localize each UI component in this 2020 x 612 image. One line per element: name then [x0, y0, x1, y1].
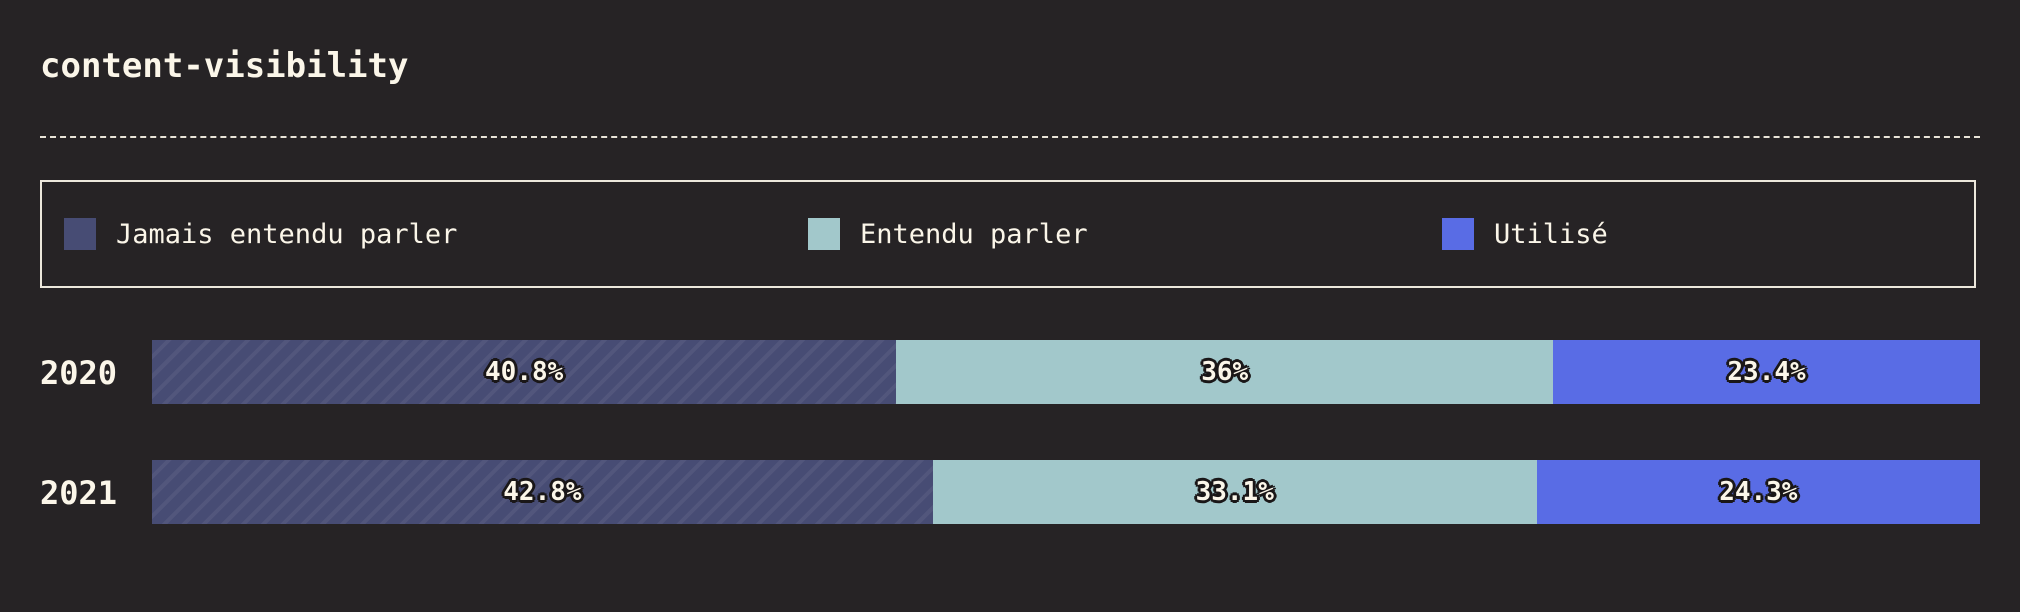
- legend-item-entendu[interactable]: Entendu parler: [808, 218, 1088, 250]
- title-divider: [40, 136, 1980, 138]
- data-label-2020-utilise: 23.4%: [1727, 357, 1806, 387]
- legend-label-utilise: Utilisé: [1494, 218, 1608, 250]
- bar-segment-2020-utilise[interactable]: 23.4%: [1553, 340, 1980, 404]
- legend-swatch-entendu: [808, 218, 840, 250]
- legend-item-utilise[interactable]: Utilisé: [1442, 218, 1608, 250]
- legend-swatch-jamais: [64, 218, 96, 250]
- data-label-2020-jamais: 40.8%: [485, 357, 564, 387]
- bar-segment-2020-entendu[interactable]: 36%: [896, 340, 1554, 404]
- bar-row-2021: 42.8% 33.1% 24.3%: [152, 460, 1980, 524]
- bar-segment-2021-utilise[interactable]: 24.3%: [1536, 460, 1980, 524]
- data-label-2020-entendu: 36%: [1201, 357, 1249, 387]
- legend-swatch-utilise: [1442, 218, 1474, 250]
- legend-label-entendu: Entendu parler: [860, 218, 1088, 250]
- data-label-2021-jamais: 42.8%: [503, 477, 582, 507]
- legend-item-jamais[interactable]: Jamais entendu parler: [64, 218, 457, 250]
- legend-label-jamais: Jamais entendu parler: [116, 218, 458, 250]
- bar-segment-2020-jamais[interactable]: 40.8%: [152, 340, 897, 404]
- bar-segment-2021-jamais[interactable]: 42.8%: [152, 460, 933, 524]
- chart-title: content-visibility: [40, 46, 409, 86]
- category-label-2021: 2021: [40, 474, 118, 512]
- bar-row-2020: 40.8% 36% 23.4%: [152, 340, 1980, 404]
- legend: Jamais entendu parler Entendu parler Uti…: [40, 180, 1976, 288]
- data-label-2021-utilise: 24.3%: [1719, 477, 1798, 507]
- bar-segment-2021-entendu[interactable]: 33.1%: [932, 460, 1537, 524]
- data-label-2021-entendu: 33.1%: [1195, 477, 1274, 507]
- category-label-2020: 2020: [40, 354, 118, 392]
